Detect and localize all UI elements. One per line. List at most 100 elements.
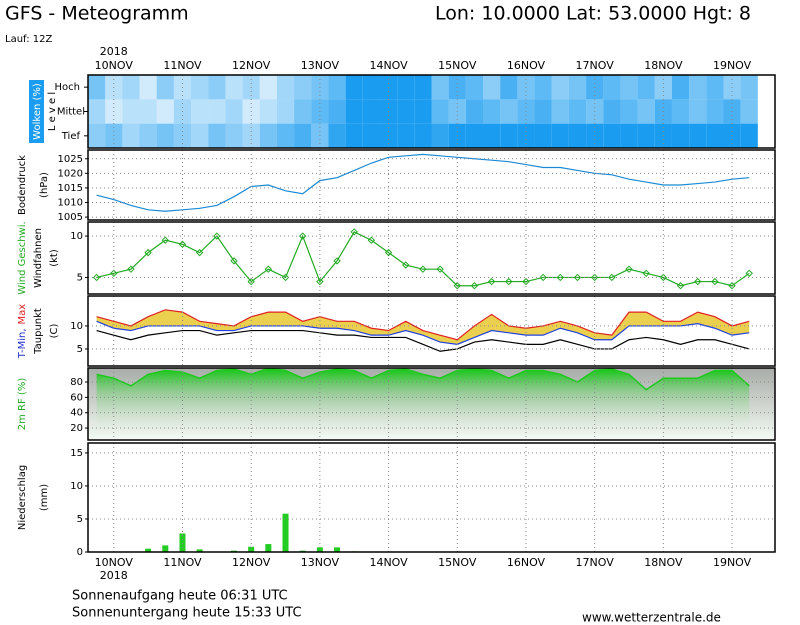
cloud-cell [276, 123, 295, 148]
marker [453, 282, 461, 290]
axis-label-part: Wind Geschwi. [17, 221, 28, 294]
marker [590, 273, 599, 282]
axis-title: Wolken (%) [32, 83, 43, 140]
cloud-cell [551, 123, 569, 148]
panel-background [88, 222, 775, 294]
marker [144, 248, 152, 257]
x-tick-label: 16NOV [507, 59, 546, 72]
axis-label: Niederschlag [17, 465, 28, 530]
marker [402, 261, 410, 269]
cloud-cell [689, 99, 707, 124]
axis-label-part: Windfahnen [33, 228, 44, 288]
cloud-cell [225, 123, 243, 148]
axis-label: (kt) [49, 249, 60, 267]
marker [298, 232, 307, 240]
x-tick-label: 18NOV [644, 556, 683, 569]
x-tick-label: 12NOV [232, 556, 271, 569]
cloud-cell [397, 99, 415, 124]
series-line [96, 153, 750, 212]
panel-frame [87, 74, 776, 149]
axis-label: (C) [49, 324, 60, 339]
cloud-cell [122, 123, 140, 148]
cloud-cell [156, 123, 174, 148]
cloud-cell [568, 99, 587, 124]
marker [539, 273, 547, 282]
marker [728, 282, 736, 290]
series-line [96, 309, 750, 341]
panel-frame [87, 367, 776, 441]
cloud-cell [259, 75, 277, 100]
x-tick-label: 17NOV [576, 59, 615, 72]
cloud-cell [156, 99, 174, 124]
level-label: Tief [61, 131, 81, 142]
cloud-cell [88, 123, 106, 148]
cloud-cell [551, 75, 569, 100]
axis-label-part: Taupunkt [33, 308, 44, 355]
series-line [96, 329, 750, 352]
cloud-cell [620, 99, 638, 124]
cloud-cell [671, 123, 690, 148]
axis-label: T-Min, Max [17, 304, 28, 359]
cloud-cell [431, 75, 449, 100]
cloud-cell [88, 75, 106, 100]
year-label: 2018 [100, 569, 128, 582]
marker [161, 236, 169, 244]
series-line [96, 231, 750, 287]
cloud-cell [483, 99, 501, 124]
cloud-cell [139, 75, 157, 100]
panel-background [88, 443, 775, 552]
run: Lauf: 12Z [5, 34, 52, 45]
marker [384, 248, 393, 257]
cloud-cell [500, 75, 518, 100]
cloud-cell [139, 123, 157, 148]
axis-label: (hPa) [39, 172, 50, 198]
marker [522, 277, 530, 286]
cloud-cell [706, 123, 724, 148]
x-tick-label: 14NOV [369, 59, 408, 72]
marker [281, 273, 290, 282]
axis-label: Taupunkt [33, 308, 44, 355]
bar [334, 547, 341, 552]
axis-title-box [29, 80, 44, 143]
y-tick-label: 1010 [58, 198, 83, 209]
cloud-cell [620, 75, 638, 100]
cloud-cell [483, 75, 501, 100]
cloud-cell [397, 75, 415, 100]
marker [470, 282, 479, 290]
bar [179, 533, 186, 552]
cloud-cell [208, 123, 226, 148]
y-tick-label: 10 [70, 231, 83, 242]
x-tick-label: 19NOV [713, 59, 752, 72]
marker [230, 257, 238, 265]
x-tick-label: 14NOV [369, 556, 408, 569]
y-tick-label: 5 [77, 514, 83, 525]
cloud-cell [431, 99, 449, 124]
x-tick-label: 13NOV [301, 59, 340, 72]
marker [264, 265, 273, 273]
cloud-cell [276, 75, 295, 100]
axis-label: Bodendruck [17, 155, 28, 215]
cloud-cell [568, 123, 587, 148]
marker [316, 277, 324, 286]
marker [213, 232, 221, 240]
marker [487, 277, 496, 286]
cloud-cell [88, 99, 106, 124]
marker [333, 257, 341, 265]
panel-frame [87, 442, 776, 553]
panel-frame [87, 295, 776, 367]
marker [350, 228, 358, 236]
cloud-cell [568, 75, 587, 100]
cloud-cell [500, 123, 518, 148]
cloud-cell [689, 123, 707, 148]
marker [419, 265, 427, 273]
area-fill [96, 368, 750, 440]
marker [92, 273, 101, 282]
cloud-cell [156, 75, 174, 100]
axis-label-part: (kt) [49, 249, 60, 267]
cloud-cell [620, 123, 638, 148]
cloud-cell [740, 99, 758, 124]
cloud-cell [671, 99, 690, 124]
y-tick-label: 1020 [58, 168, 83, 179]
cloud-cell [362, 123, 380, 148]
